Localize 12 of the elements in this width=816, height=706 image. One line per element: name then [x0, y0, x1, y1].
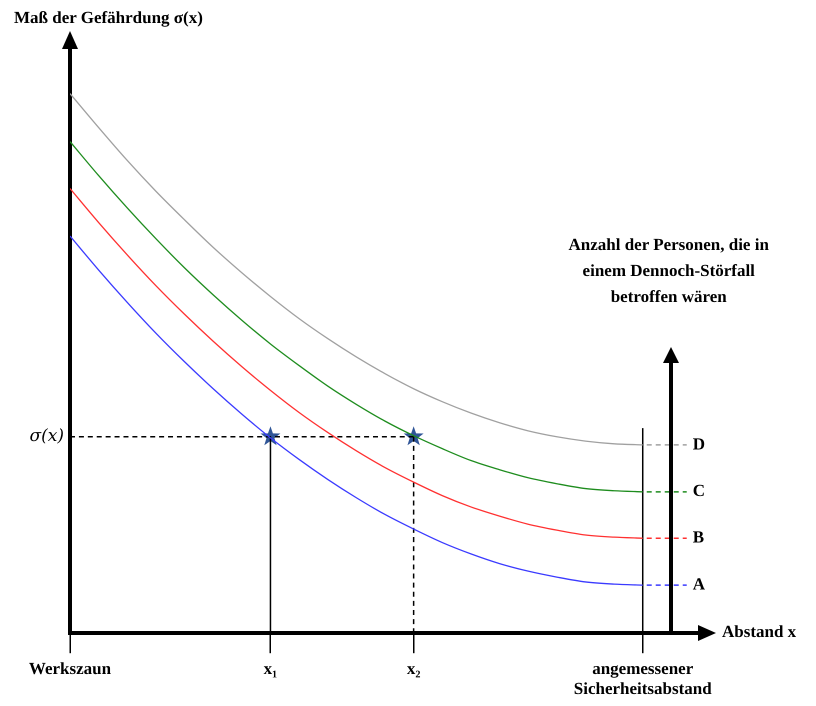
x-axis-title: Abstand x: [722, 622, 796, 642]
legend-label: D: [692, 434, 706, 454]
y2-axis-title: Anzahl der Personen, die in einem Dennoch-Störfall betroffen wären: [568, 234, 770, 308]
legend-label: B: [692, 528, 704, 547]
y-axis-title: Maß der Gefährdung σ(x): [14, 8, 203, 28]
x-tick-label: Werkszaun: [28, 658, 112, 678]
legend-label: C: [692, 481, 706, 500]
legend-label: A: [692, 574, 706, 594]
x-tick-label: x₂: [406, 658, 420, 678]
x-tick-label: angemessener Sicherheitsabstand: [574, 658, 712, 698]
x-tick-label: x₁: [264, 658, 278, 678]
annotation: σ(x): [30, 426, 64, 446]
